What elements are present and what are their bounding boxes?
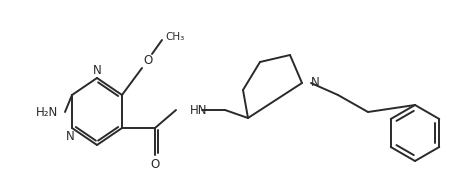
Text: CH₃: CH₃ <box>165 32 184 42</box>
Text: O: O <box>150 158 160 171</box>
Text: O: O <box>143 53 153 66</box>
Text: N: N <box>311 76 320 89</box>
Text: H₂N: H₂N <box>36 106 58 119</box>
Text: N: N <box>66 130 74 143</box>
Text: HN: HN <box>190 104 207 117</box>
Text: N: N <box>92 64 101 76</box>
